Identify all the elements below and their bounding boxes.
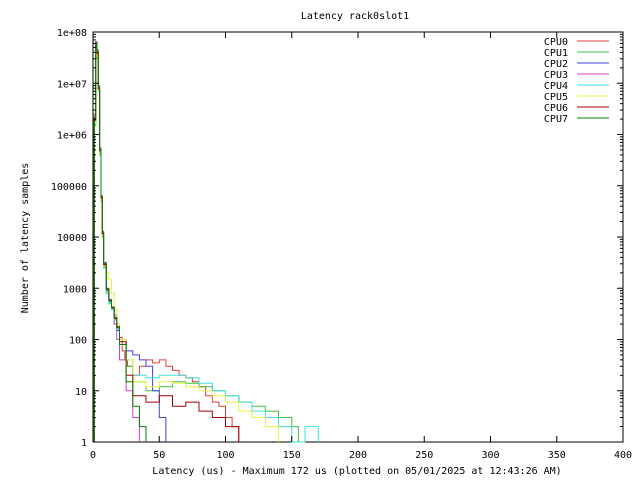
legend-label: CPU3 <box>544 70 568 81</box>
chart-title: Latency rack0slot1 <box>301 11 409 22</box>
x-tick-label: 300 <box>481 450 499 461</box>
y-tick-label: 1 <box>81 438 87 449</box>
x-tick-label: 400 <box>614 450 632 461</box>
plot-area <box>93 41 319 443</box>
series-line-cpu0 <box>93 42 240 443</box>
y-tick-label: 1e+06 <box>57 131 87 142</box>
x-axis: 0 50 100 150 200 250 300 350 400 <box>90 32 632 461</box>
x-tick-label: 150 <box>283 450 301 461</box>
series-line-cpu4 <box>93 46 319 443</box>
legend-label: CPU2 <box>544 59 568 70</box>
legend-label: CPU6 <box>544 103 568 114</box>
legend-label: CPU4 <box>544 81 568 92</box>
x-axis-label: Latency (us) - Maximum 172 us (plotted o… <box>152 466 561 477</box>
y-axis-label: Number of latency samples <box>20 163 31 314</box>
x-tick-label: 250 <box>415 450 433 461</box>
series-line-cpu6 <box>93 43 240 443</box>
y-tick-label: 10 <box>75 387 87 398</box>
x-tick-label: 50 <box>153 450 165 461</box>
y-tick-label: 100 <box>69 336 87 347</box>
legend-label: CPU1 <box>544 48 568 59</box>
series-line-cpu1 <box>93 46 299 443</box>
legend-label: CPU0 <box>544 37 568 48</box>
x-tick-label: 0 <box>90 450 96 461</box>
series-line-cpu7 <box>93 42 147 443</box>
legend-label: CPU7 <box>544 114 568 125</box>
x-tick-label: 350 <box>548 450 566 461</box>
x-tick-label: 100 <box>216 450 234 461</box>
y-tick-label: 10000 <box>57 233 87 244</box>
y-tick-label: 100000 <box>51 182 87 193</box>
y-tick-label: 1e+08 <box>57 28 87 39</box>
y-tick-label: 1e+07 <box>57 79 87 90</box>
legend-label: CPU5 <box>544 92 568 103</box>
y-tick-label: 1000 <box>63 284 87 295</box>
y-axis: 1 10 100 1000 10000 100000 1e+06 1e+07 1e+08 <box>51 28 623 449</box>
x-tick-label: 200 <box>349 450 367 461</box>
